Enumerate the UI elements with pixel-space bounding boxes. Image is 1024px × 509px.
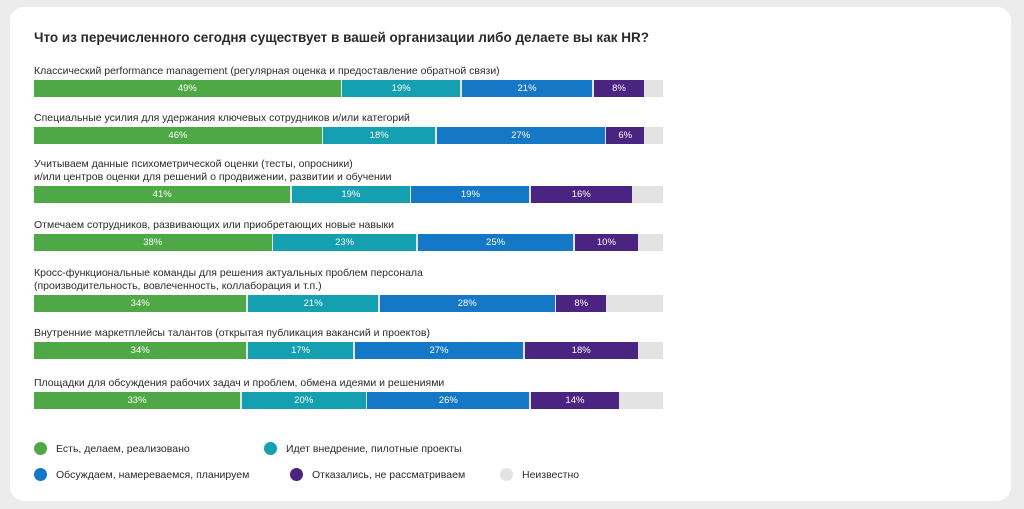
bar-segment: 33% [34, 392, 241, 409]
bar-segment: 34% [34, 295, 247, 312]
bar-segment: 41% [34, 186, 291, 203]
data-label: 25% [486, 237, 506, 248]
legend-item: Обсуждаем, намереваемся, планируем [34, 468, 249, 481]
bar-segment: 16% [530, 186, 632, 203]
data-label: 41% [152, 189, 172, 200]
category-label: Учитываем данные психометрической оценки… [34, 158, 353, 170]
chart-title: Что из перечисленного сегодня существует… [34, 30, 649, 45]
data-label: 34% [130, 345, 150, 356]
data-label: 27% [511, 130, 531, 141]
bar-segment: 19% [411, 186, 530, 203]
category-label: и/или центров оценки для решений о продв… [34, 171, 392, 183]
category-label: Внутренние маркетплейсы талантов (открыт… [34, 327, 430, 339]
data-label: 28% [457, 298, 477, 309]
bar-segment: 14% [530, 392, 619, 409]
data-label: 26% [438, 395, 458, 406]
data-label: 19% [391, 83, 411, 94]
data-label: 18% [571, 345, 591, 356]
data-label: 8% [612, 83, 626, 94]
bar-segment: 19% [291, 186, 410, 203]
stacked-bar: 49% 19% 21% 8% [34, 80, 663, 97]
legend-swatch [264, 442, 277, 455]
bar-segment: 18% [323, 127, 436, 144]
bar-segment: 27% [436, 127, 605, 144]
data-label: 21% [303, 298, 323, 309]
data-label: 14% [565, 395, 585, 406]
data-label: 19% [460, 189, 480, 200]
legend-item: Отказались, не рассматриваем [290, 468, 465, 481]
data-label: 49% [177, 83, 197, 94]
legend-item: Неизвестно [500, 468, 579, 481]
stacked-bar: 34% 21% 28% 8% [34, 295, 663, 312]
data-label: 46% [168, 130, 188, 141]
bar-segment [618, 392, 663, 409]
bar-segment [637, 342, 663, 359]
data-label: 27% [429, 345, 449, 356]
bar-segment: 20% [241, 392, 366, 409]
data-label: 19% [341, 189, 361, 200]
bar-segment [631, 186, 663, 203]
bar-segment: 38% [34, 234, 272, 251]
stacked-bar: 46% 18% 27% 6% [34, 127, 663, 144]
legend-swatch [34, 442, 47, 455]
data-label: 21% [517, 83, 537, 94]
bar-segment: 6% [606, 127, 645, 144]
bar-segment: 23% [273, 234, 417, 251]
data-label: 10% [596, 237, 616, 248]
category-label: Отмечаем сотрудников, развивающих или пр… [34, 219, 394, 231]
bar-segment: 46% [34, 127, 322, 144]
category-label: Площадки для обсуждения рабочих задач и … [34, 377, 445, 389]
legend-swatch [34, 468, 47, 481]
bar-segment: 19% [342, 80, 461, 97]
bar-segment: 10% [574, 234, 638, 251]
legend-label: Есть, делаем, реализовано [56, 442, 190, 455]
legend-label: Идет внедрение, пилотные проекты [286, 442, 462, 455]
data-label: 18% [369, 130, 389, 141]
bar-segment: 25% [417, 234, 574, 251]
bar-segment [644, 80, 663, 97]
legend-label: Обсуждаем, намереваемся, планируем [56, 468, 250, 481]
bar-segment: 17% [247, 342, 354, 359]
data-label: 8% [574, 298, 589, 309]
legend-swatch [500, 468, 513, 481]
legend-label: Неизвестно [522, 468, 580, 481]
bar-segment: 26% [367, 392, 530, 409]
data-label: 20% [294, 395, 314, 406]
bar-segment: 49% [34, 80, 341, 97]
bar-segment [606, 295, 663, 312]
bar-segment: 34% [34, 342, 247, 359]
category-label: Кросс-функциональные команды для решения… [34, 267, 423, 279]
data-label: 23% [335, 237, 355, 248]
bar-segment [637, 234, 663, 251]
data-label: 34% [130, 298, 150, 309]
bar-segment: 8% [556, 295, 607, 312]
stacked-bar: 38% 23% 25% 10% [34, 234, 663, 251]
data-label: 16% [571, 189, 591, 200]
legend-swatch [290, 468, 303, 481]
bar-segment: 28% [379, 295, 555, 312]
bar-segment: 18% [524, 342, 638, 359]
data-label: 6% [618, 130, 633, 141]
data-label: 33% [127, 395, 147, 406]
data-label: 38% [143, 237, 163, 248]
bar-segment: 27% [354, 342, 524, 359]
bar-segment: 8% [593, 80, 645, 97]
legend-item: Идет внедрение, пилотные проекты [264, 442, 462, 455]
bar-segment: 21% [247, 295, 379, 312]
data-label: 17% [291, 345, 311, 356]
category-label: Классический performance management (рег… [34, 65, 500, 77]
legend-item: Есть, делаем, реализовано [34, 442, 190, 455]
legend-label: Отказались, не рассматриваем [312, 468, 466, 481]
category-label: (производительность, вовлеченность, колл… [34, 280, 322, 292]
stacked-bar: 34% 17% 27% 18% [34, 342, 663, 359]
bar-segment: 21% [461, 80, 593, 97]
category-label: Специальные усилия для удержания ключевы… [34, 112, 410, 124]
stacked-bar: 41% 19% 19% 16% [34, 186, 663, 203]
stacked-bar: 33% 20% 26% 14% [34, 392, 663, 409]
bar-segment [644, 127, 663, 144]
